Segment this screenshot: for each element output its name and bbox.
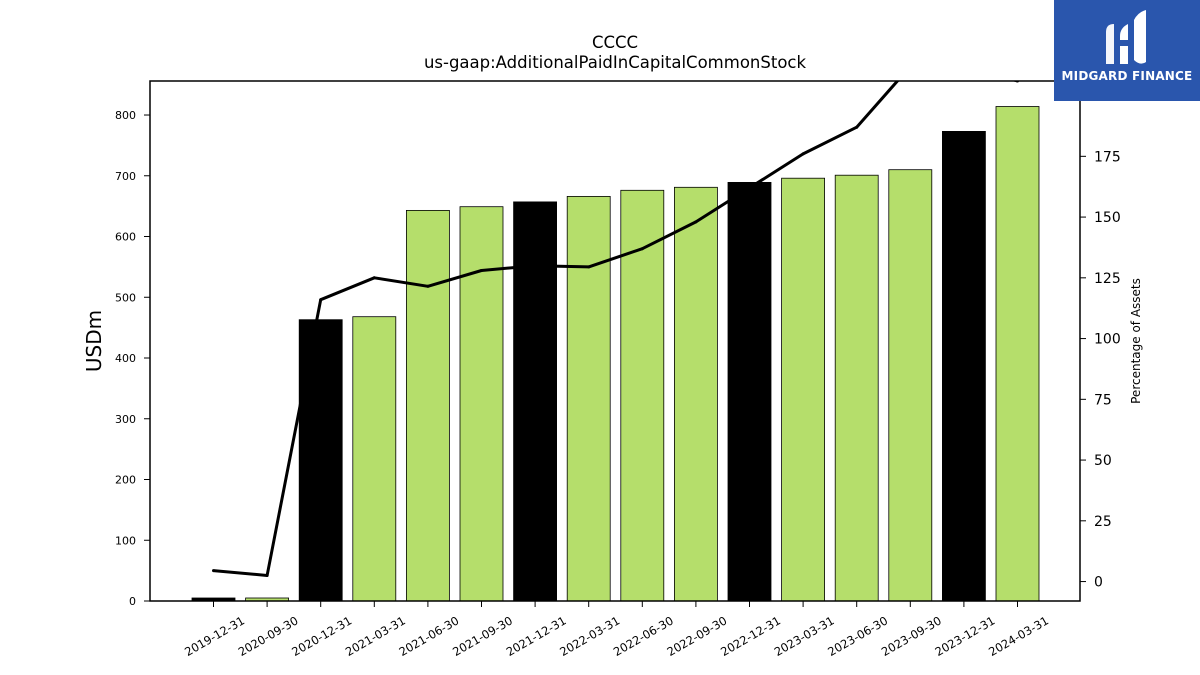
bar-2023-12-31 xyxy=(942,130,986,601)
bar-2024-03-31 xyxy=(995,106,1040,601)
y2-tick-label: 25 xyxy=(1094,514,1112,530)
x-tick-label: 2022-06-30 xyxy=(611,613,676,659)
y2-tick-label: 125 xyxy=(1094,271,1121,287)
line-point-2021-09-30 xyxy=(480,269,483,272)
y-tick-label: 800 xyxy=(115,109,136,122)
x-tick-label: 2021-03-31 xyxy=(343,613,408,659)
x-tick-label: 2020-12-31 xyxy=(289,613,354,659)
y2-tick-label: 50 xyxy=(1094,453,1112,469)
line-point-2022-12-31 xyxy=(748,186,751,190)
chart-title: CCCC xyxy=(592,33,638,52)
bar-2020-12-31 xyxy=(298,319,343,601)
line-point-2023-12-31 xyxy=(962,65,965,68)
line-percentage-of-assets xyxy=(213,81,1018,577)
bar-2021-06-30 xyxy=(405,209,450,601)
line-point-2022-03-31 xyxy=(587,265,591,269)
x-tick-label: 2020-09-30 xyxy=(236,613,301,659)
y2-axis-label: Percentage of Assets xyxy=(1129,278,1143,404)
x-tick-label: 2022-12-31 xyxy=(718,613,783,659)
y2-tick-label: 100 xyxy=(1094,332,1121,348)
line-point-2022-09-30 xyxy=(694,220,698,224)
y-tick-label: 300 xyxy=(115,413,136,426)
line-point-2023-06-30 xyxy=(855,125,859,129)
midgard-logo-icon xyxy=(1106,10,1146,64)
x-tick-label: 2019-12-31 xyxy=(182,613,247,659)
x-tick-label: 2024-03-31 xyxy=(986,613,1051,659)
line-point-2023-09-30 xyxy=(909,65,912,68)
line-point-2020-12-31 xyxy=(319,298,323,302)
chart-subtitle: us-gaap:AdditionalPaidInCapitalCommonSto… xyxy=(424,53,807,72)
x-tick-label: 2022-09-30 xyxy=(665,613,730,659)
bar-2020-09-30 xyxy=(245,597,290,601)
bar-2022-03-31 xyxy=(566,195,611,601)
plot-frame xyxy=(149,80,1081,602)
y2-tick-label: 150 xyxy=(1094,210,1121,226)
x-tick-label: 2021-09-30 xyxy=(450,613,515,659)
y-tick-label: 600 xyxy=(115,231,136,244)
brand-logo: MIDGARD FINANCE xyxy=(1054,0,1200,101)
bar-2021-12-31 xyxy=(513,201,557,601)
y2-tick-label: 0 xyxy=(1094,575,1103,591)
line-point-2019-12-31 xyxy=(212,569,215,573)
bar-2019-12-31 xyxy=(191,597,236,601)
x-tick-label: 2021-12-31 xyxy=(504,613,569,659)
bar-2023-09-30 xyxy=(888,169,933,601)
y-tick-label: 0 xyxy=(129,595,136,608)
bar-2022-09-30 xyxy=(674,186,718,601)
y-tick-label: 200 xyxy=(115,474,136,487)
line-point-2022-06-30 xyxy=(640,247,644,251)
y-axis-label: USDm xyxy=(82,310,106,372)
x-tick-label: 2021-06-30 xyxy=(397,613,462,659)
line-point-2021-03-31 xyxy=(372,276,376,280)
bar-2021-09-30 xyxy=(459,206,504,601)
line-point-2021-12-31 xyxy=(533,264,537,268)
y2-tick-label: 175 xyxy=(1094,149,1121,165)
bar-2023-06-30 xyxy=(834,174,879,601)
bar-2022-06-30 xyxy=(620,189,665,601)
y-tick-label: 700 xyxy=(115,170,136,183)
bar-2022-12-31 xyxy=(727,181,772,601)
y-tick-label: 100 xyxy=(115,534,136,547)
brand-name: MIDGARD FINANCE xyxy=(1061,69,1193,83)
x-tick-label: 2022-03-31 xyxy=(557,613,622,659)
line-point-2023-03-31 xyxy=(801,152,805,156)
x-tick-label: 2023-06-30 xyxy=(825,613,890,659)
x-tick-label: 2023-03-31 xyxy=(772,613,837,659)
bar-2023-03-31 xyxy=(781,177,825,601)
x-tick-label: 2023-09-30 xyxy=(879,613,944,659)
y-tick-label: 500 xyxy=(115,291,136,304)
line-point-2020-09-30 xyxy=(265,574,269,577)
y-tick-label: 400 xyxy=(115,352,136,365)
bar-2021-03-31 xyxy=(352,316,397,601)
y2-tick-label: 75 xyxy=(1094,392,1112,408)
line-point-2021-06-30 xyxy=(426,284,430,288)
x-tick-label: 2023-12-31 xyxy=(933,613,998,659)
